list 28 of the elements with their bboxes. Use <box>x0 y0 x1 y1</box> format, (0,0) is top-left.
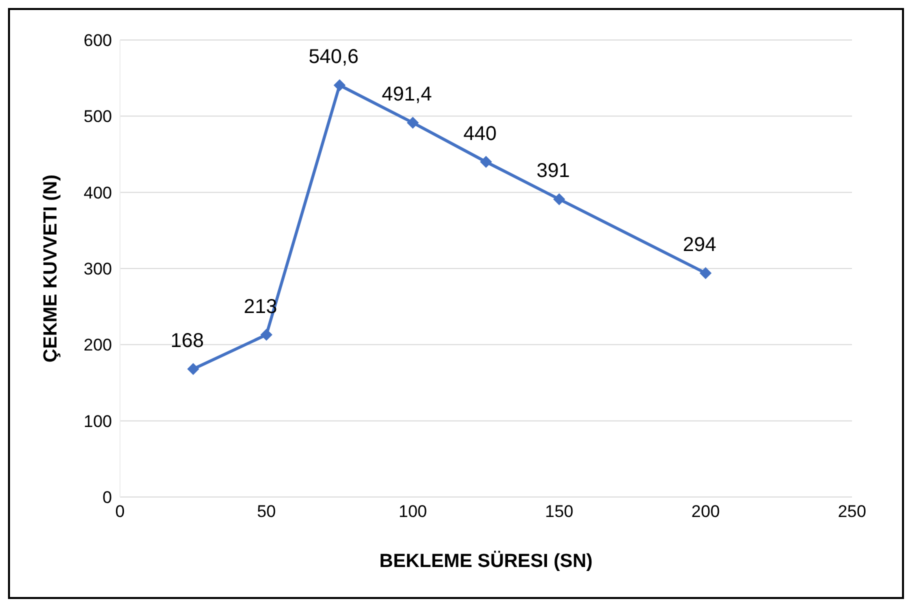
y-axis-title: ÇEKME KUVVETI (N) <box>40 174 62 362</box>
x-tick-label: 150 <box>545 502 574 522</box>
point <box>187 363 200 376</box>
x-axis-title: BEKLEME SÜRESI (SN) <box>379 550 593 572</box>
x-tick-label: 200 <box>691 502 720 522</box>
y-tick-label: 300 <box>84 260 112 279</box>
data-label: 294 <box>682 234 716 256</box>
point <box>406 116 419 129</box>
y-tick-label: 400 <box>84 183 112 202</box>
point <box>553 193 566 206</box>
x-tick-label: 250 <box>838 502 866 522</box>
data-label: 540,6 <box>308 46 359 68</box>
x-tick-label: 0 <box>115 502 125 522</box>
point <box>334 79 346 92</box>
x-tick-label: 100 <box>398 502 427 522</box>
point <box>700 267 712 280</box>
y-tick-label: 200 <box>84 336 112 355</box>
data-label: 391 <box>536 160 570 182</box>
data-label: 440 <box>463 122 497 145</box>
x-tick-label: 50 <box>256 502 276 522</box>
data-label: 168 <box>170 330 204 352</box>
y-tick-label: 100 <box>84 412 112 431</box>
data-label: 491,4 <box>382 84 432 106</box>
point <box>480 156 492 168</box>
y-tick-label: 500 <box>84 107 112 126</box>
y-tick-label: 0 <box>102 488 112 508</box>
y-tick-label: 600 <box>84 31 112 50</box>
point <box>260 328 272 341</box>
